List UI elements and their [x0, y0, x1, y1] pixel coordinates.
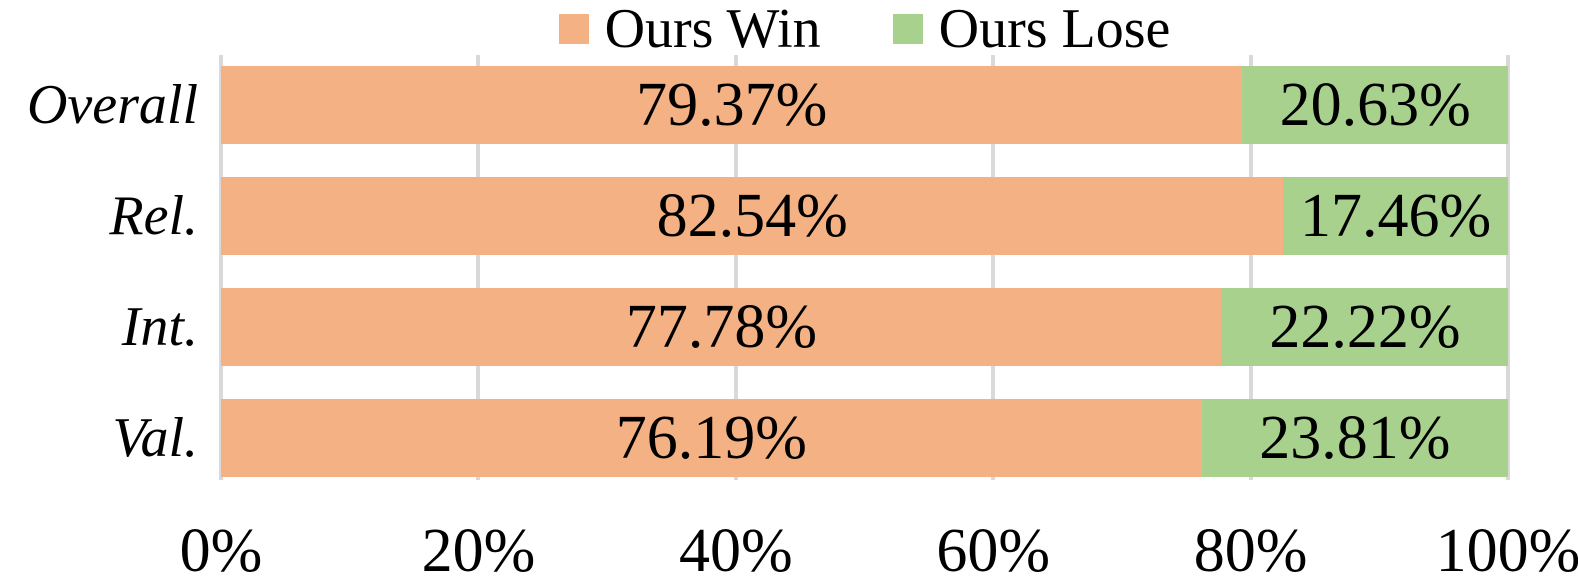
x-tick-label: 60%	[936, 517, 1051, 582]
bar-segment-lose: 17.46%	[1283, 177, 1508, 255]
bar-value-label: 77.78%	[625, 293, 818, 361]
gridline	[476, 55, 481, 480]
legend-item-ours-lose: Ours Lose	[892, 0, 1171, 60]
category-label: Rel.	[109, 185, 198, 247]
bar-value-label: 17.46%	[1300, 182, 1492, 250]
bar-value-label: 22.22%	[1269, 293, 1461, 361]
bar-segment-lose: 22.22%	[1222, 288, 1508, 366]
x-tick-label: 100%	[1435, 517, 1578, 582]
bar-value-label: 79.37%	[636, 71, 828, 139]
gridline	[991, 55, 996, 480]
category-label: Int.	[121, 296, 198, 358]
bar-value-label: 23.81%	[1259, 404, 1451, 472]
gridline	[219, 55, 223, 480]
legend-label-ours-win: Ours Win	[604, 0, 821, 60]
legend-swatch-win-icon	[558, 14, 589, 44]
bar-value-label: 20.63%	[1279, 71, 1471, 139]
x-tick-label: 0%	[179, 517, 263, 582]
bar-row: 77.78% 22.22%	[221, 288, 1508, 366]
bar-segment-win: 76.19%	[221, 399, 1202, 477]
bar-row: 79.37% 20.63%	[221, 66, 1508, 144]
bar-segment-win: 82.54%	[221, 177, 1284, 255]
bar-row: 76.19% 23.81%	[221, 399, 1508, 477]
x-tick-label: 40%	[678, 517, 793, 582]
bar-row: 82.54% 17.46%	[221, 177, 1508, 255]
legend-item-ours-win: Ours Win	[558, 0, 821, 60]
legend-swatch-lose-icon	[892, 14, 923, 44]
plot-area: 79.37% 20.63% 82.54% 17.46% 77.78% 22.22% 76.1…	[180, 55, 1578, 582]
bar-segment-lose: 23.81%	[1201, 399, 1508, 477]
x-tick-label: 80%	[1193, 517, 1308, 582]
chart-legend: Ours Win Ours Lose	[221, 0, 1508, 58]
bar-segment-lose: 20.63%	[1242, 66, 1508, 144]
gridline	[733, 55, 738, 480]
gridline	[1506, 55, 1510, 480]
legend-label-ours-lose: Ours Lose	[938, 0, 1171, 60]
category-label: Val.	[112, 407, 198, 469]
gridline	[1248, 55, 1253, 480]
bar-segment-win: 79.37%	[221, 66, 1243, 144]
category-label: Overall	[26, 74, 198, 136]
x-tick-label: 20%	[421, 517, 536, 582]
bar-value-label: 76.19%	[615, 404, 807, 472]
bar-value-label: 82.54%	[656, 182, 848, 250]
bar-segment-win: 77.78%	[221, 288, 1223, 366]
